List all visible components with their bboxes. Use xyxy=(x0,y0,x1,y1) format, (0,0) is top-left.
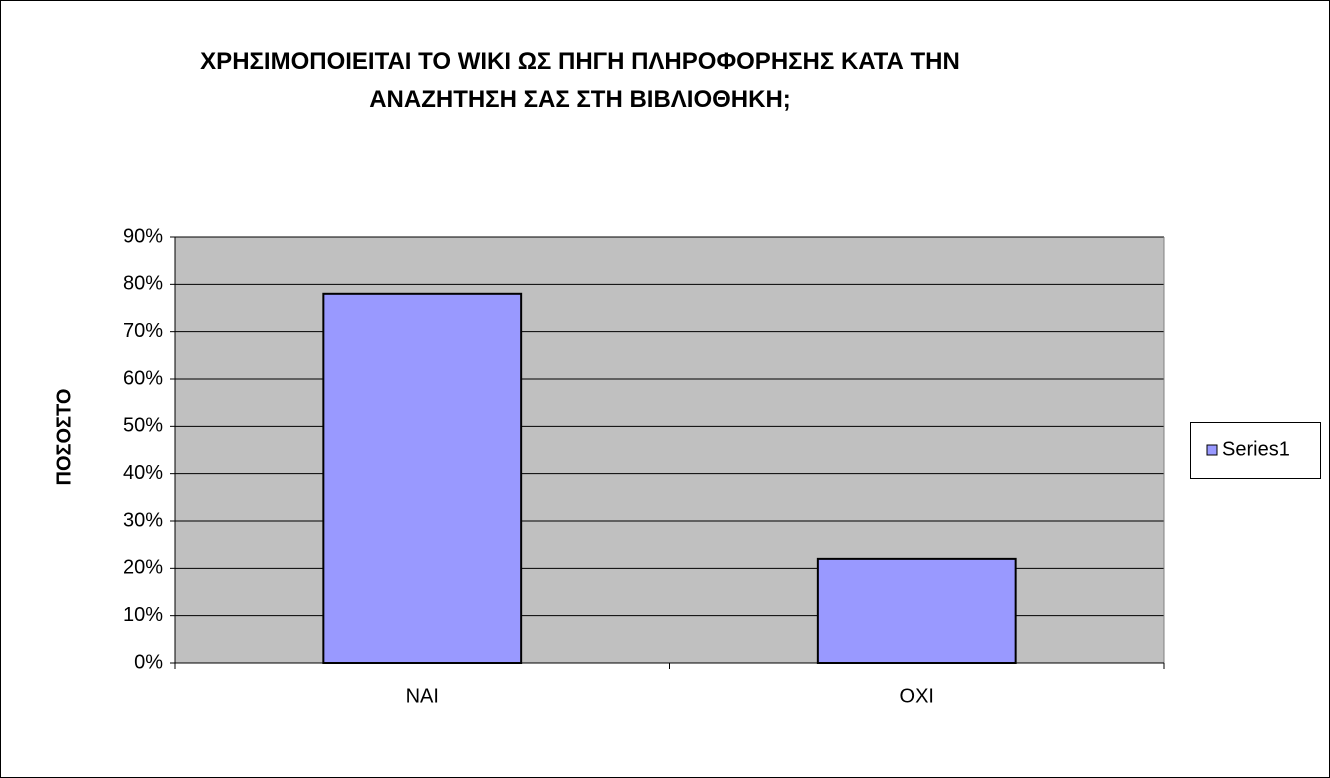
x-tick-label: ΝΑΙ xyxy=(406,685,439,707)
y-tick-label: 90% xyxy=(123,225,163,247)
y-tick-label: 40% xyxy=(123,462,163,484)
y-tick-label: 70% xyxy=(123,320,163,342)
y-tick-label: 50% xyxy=(123,415,163,437)
y-tick-label: 10% xyxy=(123,604,163,626)
x-tick-label: ΟΧΙ xyxy=(900,685,934,707)
y-tick-label: 0% xyxy=(134,651,163,673)
y-axis-label: ΠΟΣΟΣΤΟ xyxy=(53,389,75,486)
legend-swatch xyxy=(1206,444,1218,456)
y-tick-label: 20% xyxy=(123,557,163,579)
y-tick-label: 80% xyxy=(123,273,163,295)
bar xyxy=(322,292,523,664)
legend-label: Series1 xyxy=(1222,438,1290,460)
chart-title: ΧΡΗΣΙΜΟΠΟΙΕΙΤΑΙ ΤΟ WIKI ΩΣ ΠΗΓΗ ΠΛΗΡΟΦΟΡ… xyxy=(200,48,960,113)
bar xyxy=(816,557,1017,664)
y-tick-label: 60% xyxy=(123,367,163,389)
y-tick-label: 30% xyxy=(123,509,163,531)
